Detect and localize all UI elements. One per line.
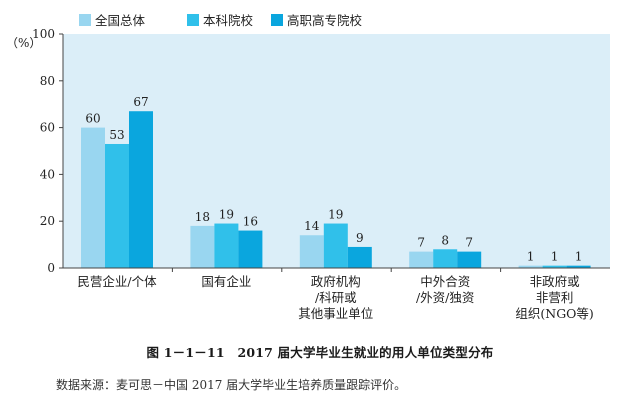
legend-swatch bbox=[187, 14, 199, 26]
x-category-label: 非营利 bbox=[536, 290, 574, 305]
bar bbox=[323, 223, 348, 268]
data-label: 67 bbox=[133, 95, 148, 109]
data-label: 19 bbox=[328, 208, 343, 222]
bar bbox=[105, 143, 129, 268]
data-label: 53 bbox=[109, 128, 124, 142]
bar bbox=[566, 265, 591, 268]
legend-swatch bbox=[271, 14, 283, 26]
bar-chart: 0 20 40 60 80 100 60 53 67 18 19 16 14 19 9 7 8 7 1 1 1 民营企… bbox=[32, 13, 610, 321]
x-category-label: 组织(NGO等) bbox=[515, 306, 593, 321]
bar-series bbox=[81, 111, 591, 268]
legend-swatch bbox=[79, 14, 91, 26]
legend-label: 高职高专院校 bbox=[287, 13, 363, 28]
y-axis-ticks: 0 20 40 60 80 100 bbox=[32, 27, 63, 275]
data-label: 8 bbox=[441, 233, 449, 247]
y-axis-label: （%） bbox=[6, 36, 42, 50]
data-label: 16 bbox=[243, 215, 258, 229]
legend-label: 本科院校 bbox=[203, 13, 254, 28]
data-label: 1 bbox=[551, 250, 559, 264]
data-label: 9 bbox=[356, 231, 364, 245]
x-category-label: /外资/独资 bbox=[416, 290, 474, 305]
data-label: 60 bbox=[85, 112, 100, 126]
bar bbox=[81, 127, 105, 268]
bar bbox=[299, 235, 324, 268]
bar bbox=[347, 246, 372, 268]
bar bbox=[214, 223, 239, 268]
data-labels: 60 53 67 18 19 16 14 19 9 7 8 7 1 1 1 bbox=[85, 95, 582, 263]
x-category-label: 政府机构 bbox=[311, 274, 361, 289]
bar bbox=[238, 230, 263, 268]
x-category-label: 民营企业/个体 bbox=[77, 274, 157, 289]
data-label: 14 bbox=[304, 219, 320, 233]
data-label: 1 bbox=[575, 250, 583, 264]
data-label: 18 bbox=[195, 210, 210, 224]
legend-label: 全国总体 bbox=[95, 13, 146, 28]
x-category-label: 非政府或 bbox=[530, 274, 581, 289]
y-tick-label: 0 bbox=[47, 261, 55, 275]
bar bbox=[433, 249, 458, 268]
x-category-label: /科研或 bbox=[315, 290, 357, 305]
x-category-label: 中外合资 bbox=[420, 274, 470, 289]
bar bbox=[129, 111, 153, 268]
x-category-label: 国有企业 bbox=[201, 274, 251, 289]
y-tick-label: 60 bbox=[40, 121, 55, 135]
bar bbox=[457, 251, 482, 268]
legend: 全国总体 本科院校 高职高专院校 bbox=[79, 13, 363, 28]
data-label: 7 bbox=[417, 236, 425, 250]
source-note: 数据来源：麦可思－中国 2017 届大学毕业生培养质量跟踪评价。 bbox=[56, 378, 407, 392]
y-tick-label: 100 bbox=[32, 27, 55, 41]
y-tick-label: 20 bbox=[40, 214, 55, 228]
y-tick-label: 80 bbox=[40, 74, 55, 88]
data-label: 7 bbox=[465, 236, 473, 250]
bar bbox=[542, 265, 567, 268]
bar bbox=[518, 265, 543, 268]
bar bbox=[190, 225, 215, 268]
data-label: 1 bbox=[527, 250, 535, 264]
data-label: 19 bbox=[219, 208, 234, 222]
bar bbox=[409, 251, 434, 268]
figure-caption: 图 1－1－11 2017 届大学毕业生就业的用人单位类型分布 bbox=[146, 345, 494, 360]
y-tick-label: 40 bbox=[40, 167, 55, 181]
x-category-label: 其他事业单位 bbox=[298, 306, 373, 321]
